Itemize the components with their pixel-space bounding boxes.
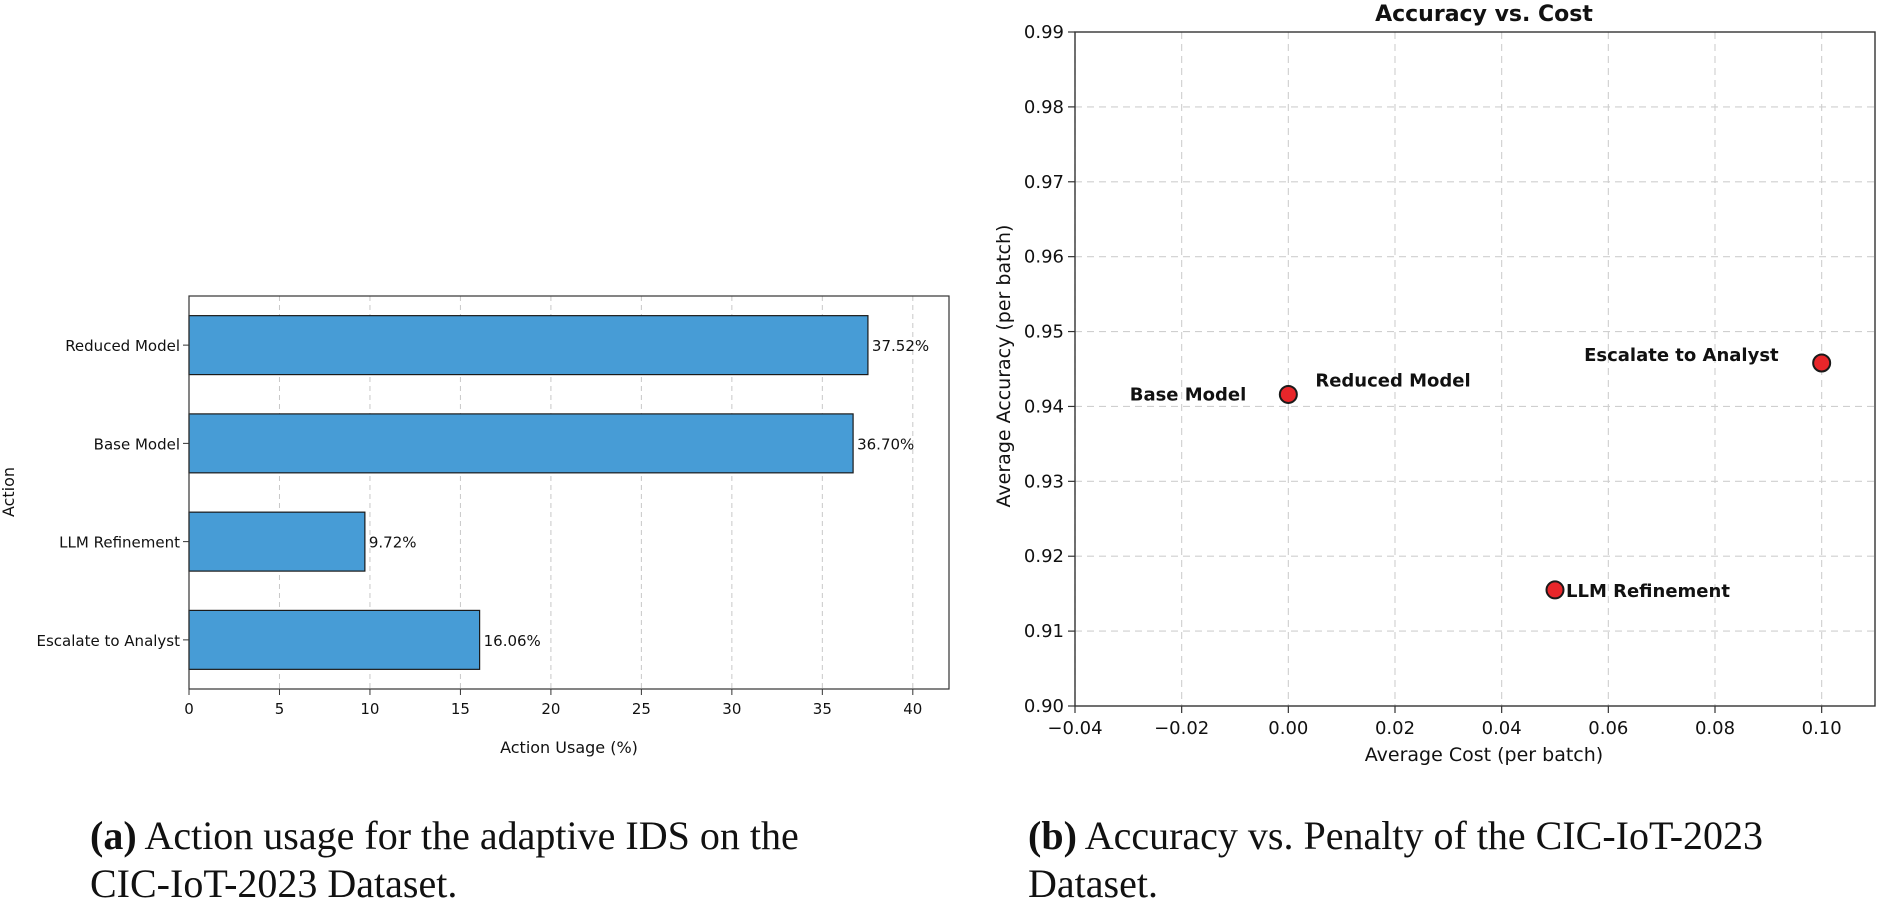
caption-a-line2: CIC-IoT-2023 Dataset. [90,861,458,906]
caption-b-line2: Dataset. [1028,861,1158,906]
bar-reduced-model [188,315,869,376]
scatter-y-tick-label: 0.95 [1024,322,1064,343]
bar-value-label: 16.06% [484,632,541,650]
scatter-x-tick-label: 0.08 [1695,718,1735,739]
bar-x-tick-label: 0 [184,700,194,718]
bar-x-tick-label: 15 [451,700,470,718]
scatter-y-tick-label: 0.91 [1024,621,1064,642]
bar-x-tick-label: 10 [360,700,379,718]
bar-x-axis-label: Action Usage (%) [500,738,638,757]
scatter-point-label: LLM Refinement [1566,581,1730,602]
scatter-y-tick-label: 0.97 [1024,172,1064,193]
bar-value-label: 9.72% [369,534,417,552]
scatter-frame [1074,31,1876,707]
caption-a-line1: Action usage for the adaptive IDS on the [144,813,799,858]
scatter-x-tick-label: 0.10 [1802,718,1842,739]
scatter-point [1812,353,1832,373]
scatter-x-tick-label: 0.06 [1588,718,1628,739]
bar-x-tick-label: 40 [903,700,922,718]
accuracy-cost-scatter-chart: Accuracy vs. Cost −0.04 −0.02 0.00 0.02 0.04… [993,2,1876,766]
caption-b: (b) Accuracy vs. Penalty of the CIC-IoT-… [1028,812,1763,908]
scatter-x-tick-label: −0.02 [1154,718,1209,739]
bar-category-label: Base Model [94,435,180,453]
scatter-ticks: −0.04 −0.02 0.00 0.02 0.04 0.06 0.08 0.10 0.90 0.… [1024,22,1842,739]
bar-value-label: 37.52% [872,337,929,355]
scatter-x-tick-label: 0.00 [1268,718,1308,739]
scatter-x-tick-label: 0.04 [1482,718,1522,739]
caption-a-tag: (a) [90,813,137,858]
bar-escalate-to-analyst [188,609,481,670]
scatter-y-tick-label: 0.92 [1024,546,1064,567]
scatter-point-label: Base Model [1130,384,1247,405]
bar-base-model [188,413,854,474]
scatter-point [1278,384,1298,404]
bar-x-tick-label: 5 [275,700,285,718]
scatter-y-tick-label: 0.93 [1024,471,1064,492]
scatter-point-label: Reduced Model [1315,370,1470,391]
scatter-points: Base Model Reduced Model LLM Refinement Esc… [1130,345,1832,602]
scatter-x-tick-label: 0.02 [1375,718,1415,739]
bar-x-tick-label: 20 [541,700,560,718]
caption-b-line1: Accuracy vs. Penalty of the CIC-IoT-2023 [1084,813,1764,858]
bar-x-tick-label: 30 [722,700,741,718]
scatter-title: Accuracy vs. Cost [1375,2,1593,27]
caption-a: (a) Action usage for the adaptive IDS on… [90,812,799,908]
scatter-y-tick-label: 0.94 [1024,396,1064,417]
bar-chart-ticks: 0 5 10 15 20 25 30 35 40 Reduced Model Base Model L… [37,337,923,718]
bar-y-axis-label: Action [0,467,18,517]
bar-chart-frame [188,295,950,690]
scatter-y-axis-label: Average Accuracy (per batch) [993,225,1015,508]
scatter-gridlines [1074,31,1875,707]
action-usage-bar-chart: 37.52% 36.70% 9.72% 16.06% 0 5 10 15 20 25 30 35 40… [0,295,950,757]
scatter-y-tick-label: 0.98 [1024,97,1064,118]
scatter-y-tick-label: 0.99 [1024,22,1064,43]
bar-llm-refinement [188,511,366,572]
scatter-x-tick-label: −0.04 [1047,718,1102,739]
bar-x-tick-label: 25 [632,700,651,718]
bar-x-tick-label: 35 [813,700,832,718]
bar-category-label: Reduced Model [65,337,180,355]
bar-chart-bars: 37.52% 36.70% 9.72% 16.06% [188,315,929,670]
caption-b-tag: (b) [1028,813,1077,858]
scatter-y-tick-label: 0.90 [1024,696,1064,717]
scatter-x-axis-label: Average Cost (per batch) [1365,744,1603,766]
bar-value-label: 36.70% [857,435,914,453]
scatter-y-tick-label: 0.96 [1024,247,1064,268]
bar-category-label: Escalate to Analyst [37,632,181,650]
scatter-point-label: Escalate to Analyst [1584,345,1779,366]
scatter-point [1545,580,1565,600]
bar-category-label: LLM Refinement [59,534,180,552]
